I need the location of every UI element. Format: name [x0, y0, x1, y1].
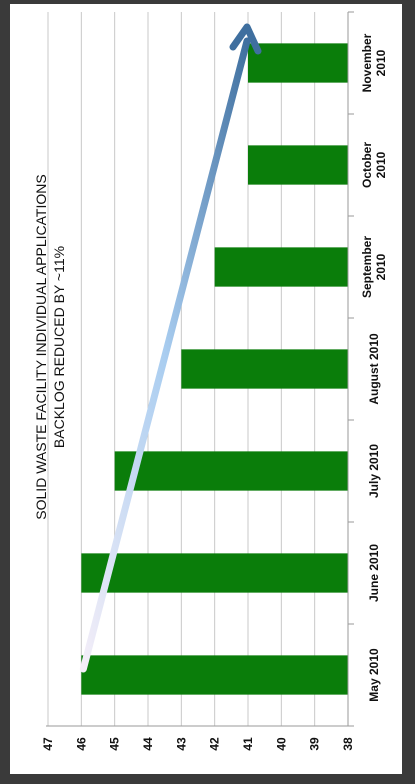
category-label: June 2010: [367, 544, 381, 602]
trend-arrow-head: [229, 23, 262, 55]
value-tick-label: 42: [208, 737, 222, 751]
axes: 47 46 45 44 43 42 41 40 39 38 May 2010 June 2010 Jul…: [41, 11, 388, 751]
category-label: May 2010: [367, 648, 381, 702]
bar: [248, 145, 348, 185]
backlog-bar-chart: 47 46 45 44 43 42 41 40 39 38 May 2010 June 2010 Jul…: [33, 11, 388, 751]
category-label: 2010: [374, 49, 388, 76]
value-tick-label: 41: [241, 737, 255, 751]
trend-arrow-shaft: [79, 37, 251, 673]
value-tick-label: 38: [341, 737, 355, 751]
bar: [214, 247, 348, 287]
bar: [81, 553, 348, 593]
value-tick-label: 39: [308, 737, 322, 751]
value-tick-label: 46: [74, 737, 88, 751]
category-label: October: [360, 142, 374, 188]
value-tick-label: 47: [41, 737, 55, 751]
bar: [248, 43, 348, 83]
category-label: August 2010: [367, 333, 381, 405]
value-tick-label: 45: [108, 737, 122, 751]
value-tick-label: 44: [141, 737, 155, 751]
chart-title: SOLID WASTE FACILITY INDIVIDUAL APPLICAT…: [33, 174, 49, 519]
bar: [181, 349, 348, 389]
trend-arrow: [79, 23, 262, 673]
category-label: July 2010: [367, 444, 381, 498]
bars: [81, 43, 349, 695]
category-label: November: [360, 33, 374, 92]
category-label: 2010: [374, 253, 388, 280]
chart-title-group: SOLID WASTE FACILITY INDIVIDUAL APPLICAT…: [33, 174, 67, 519]
category-label: September: [360, 236, 374, 298]
bar: [114, 451, 349, 491]
bar: [81, 655, 348, 695]
value-tick-label: 43: [174, 737, 188, 751]
chart-subtitle: BACKLOG REDUCED BY ~11%: [51, 246, 67, 448]
category-label: 2010: [374, 151, 388, 178]
chart-panel: 47 46 45 44 43 42 41 40 39 38 May 2010 June 2010 Jul…: [10, 4, 402, 774]
value-tick-label: 40: [274, 737, 288, 751]
